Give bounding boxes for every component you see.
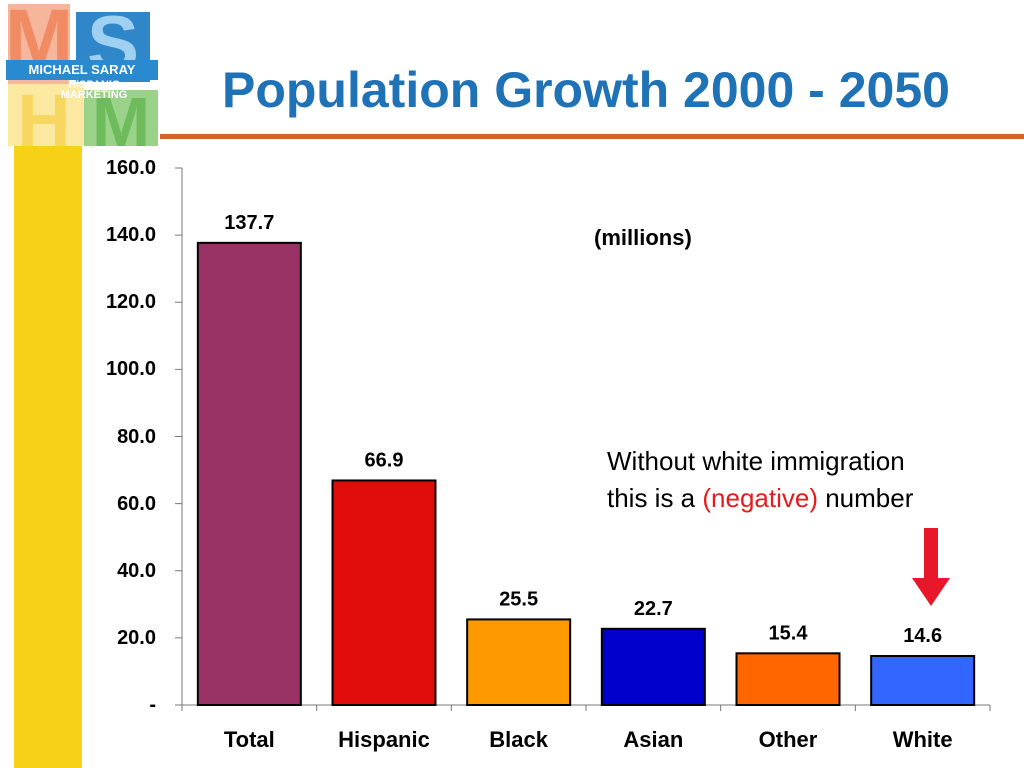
x-category-label: Black xyxy=(489,727,548,752)
y-tick-label: 160.0 xyxy=(105,157,156,179)
title-divider xyxy=(160,134,1024,139)
logo-letter-m2: M xyxy=(92,83,150,148)
sidebar-stripe xyxy=(14,145,82,768)
logo-subtitle-line2: MARKETING xyxy=(60,89,128,101)
bar-value-label: 137.7 xyxy=(224,212,274,234)
y-tick-label: 40.0 xyxy=(117,559,156,582)
note-line-2: this is a (negative) number xyxy=(607,480,913,517)
note-text-before: this is a xyxy=(607,483,703,513)
bar-value-label: 66.9 xyxy=(365,449,404,471)
bar-black xyxy=(466,618,572,707)
y-tick-label: 80.0 xyxy=(117,425,156,448)
logo-subtitle: HISPANIC MARKETING xyxy=(38,79,150,101)
y-tick-label: 140.0 xyxy=(105,224,156,247)
x-category-label: Other xyxy=(759,727,818,752)
bar-hispanic xyxy=(331,479,437,707)
bar-other xyxy=(735,652,841,706)
bar-asian xyxy=(600,627,706,706)
y-tick-label: 60.0 xyxy=(117,492,156,515)
logo-letter-h: H xyxy=(17,79,70,148)
bar-value-label: 15.4 xyxy=(769,622,809,644)
bar-total xyxy=(196,241,302,707)
logo-name: MICHAEL SARAY xyxy=(6,60,158,80)
note-text-after: number xyxy=(818,483,914,513)
note-negative-text: (negative) xyxy=(702,483,818,513)
x-category-label: Asian xyxy=(623,727,683,752)
bar-value-label: 14.6 xyxy=(903,625,942,647)
x-category-label: White xyxy=(893,727,953,752)
y-tick-label: - xyxy=(149,694,156,716)
x-category-label: Total xyxy=(224,727,275,752)
bar-value-label: 22.7 xyxy=(634,598,673,620)
y-tick-label: 100.0 xyxy=(105,358,156,381)
bar-value-label: 25.5 xyxy=(499,588,538,610)
units-label: (millions) xyxy=(594,225,692,250)
y-tick-label: 20.0 xyxy=(117,626,156,649)
page-title: Population Growth 2000 - 2050 xyxy=(222,62,950,118)
x-category-label: Hispanic xyxy=(338,727,430,752)
bar-white xyxy=(870,654,976,707)
down-arrow-icon xyxy=(912,528,950,606)
y-tick-label: 120.0 xyxy=(105,291,156,314)
logo-subtitle-line1: HISPANIC xyxy=(68,79,120,91)
note-line-1: Without white immigration xyxy=(607,446,905,476)
annotation-note: Without white immigration this is a (neg… xyxy=(607,443,913,517)
